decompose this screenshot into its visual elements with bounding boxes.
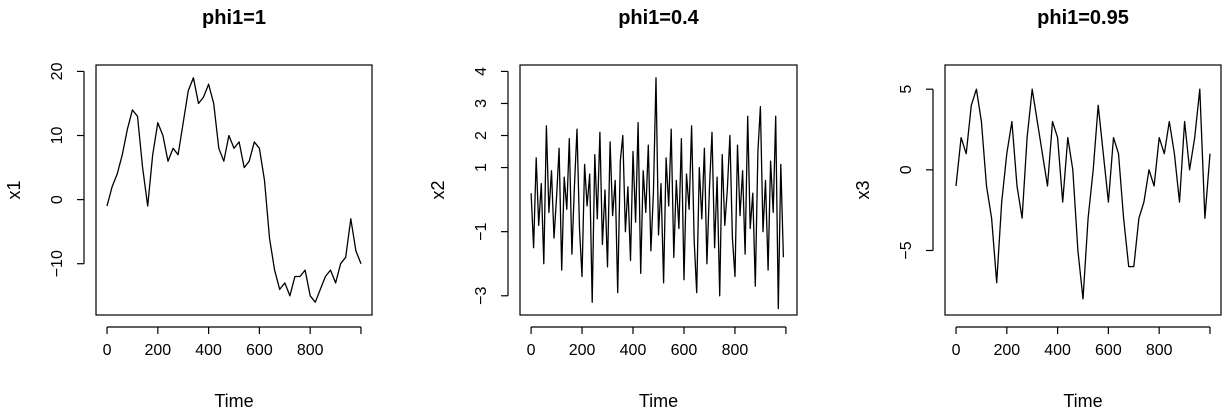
- y-tick-label: 3: [473, 99, 490, 108]
- y-tick-label: −10: [49, 250, 66, 277]
- x-axis-label: Time: [639, 391, 678, 410]
- x-axis-label: Time: [214, 391, 253, 410]
- y-tick-label: 5: [898, 85, 915, 94]
- x-tick-label: 600: [671, 342, 698, 359]
- chart-title: phi1=0.95: [1037, 7, 1129, 29]
- x-tick-label: 200: [569, 342, 596, 359]
- y-tick-label: 2: [473, 131, 490, 140]
- y-tick-label: 20: [49, 62, 66, 80]
- x-tick-label: 0: [527, 342, 536, 359]
- y-axis-label: x2: [428, 180, 448, 199]
- x-tick-label: 400: [620, 342, 647, 359]
- x-tick-label: 0: [103, 342, 112, 359]
- plot-frame: [519, 64, 798, 316]
- panel-3: phi1=0.95 0 200 400 600 800 Time −5 0 5 x3: [853, 7, 1222, 410]
- y-tick-label: −1: [473, 222, 490, 240]
- x-tick-label: 0: [952, 342, 961, 359]
- x-tick-label: 400: [1044, 342, 1071, 359]
- x-tick-label: 600: [1095, 342, 1122, 359]
- chart-title: phi1=0.4: [618, 7, 699, 29]
- x-tick-label: 800: [722, 342, 749, 359]
- y-tick-label: −5: [898, 241, 915, 259]
- panel-1: phi1=1 0 200 400 600 800 Time −10 0 10 20 x1: [4, 7, 373, 410]
- series-line-x1: [106, 77, 362, 303]
- y-tick-label: 0: [49, 195, 66, 204]
- y-axis-label: x3: [853, 180, 873, 199]
- x-tick-label: 800: [297, 342, 324, 359]
- plot-frame: [944, 64, 1222, 316]
- panel-2: phi1=0.4 0 200 400 600 800 Time −3 −1 1 2 3 4 x2: [428, 7, 798, 410]
- y-tick-label: 0: [898, 165, 915, 174]
- y-axis-label: x1: [4, 180, 24, 199]
- x-axis-label: Time: [1063, 391, 1102, 410]
- x-tick-label: 800: [1146, 342, 1173, 359]
- y-tick-label: 10: [49, 127, 66, 145]
- chart-title: phi1=1: [202, 7, 266, 29]
- x-tick-label: 200: [993, 342, 1020, 359]
- x-tick-label: 600: [246, 342, 273, 359]
- y-tick-label: 1: [473, 163, 490, 172]
- x-tick-label: 400: [195, 342, 222, 359]
- plot-frame: [95, 64, 373, 316]
- y-tick-label: −3: [473, 287, 490, 305]
- y-tick-label: 4: [473, 67, 490, 76]
- series-line-x2: [530, 77, 785, 310]
- x-tick-label: 200: [144, 342, 171, 359]
- series-line-x3: [955, 88, 1211, 300]
